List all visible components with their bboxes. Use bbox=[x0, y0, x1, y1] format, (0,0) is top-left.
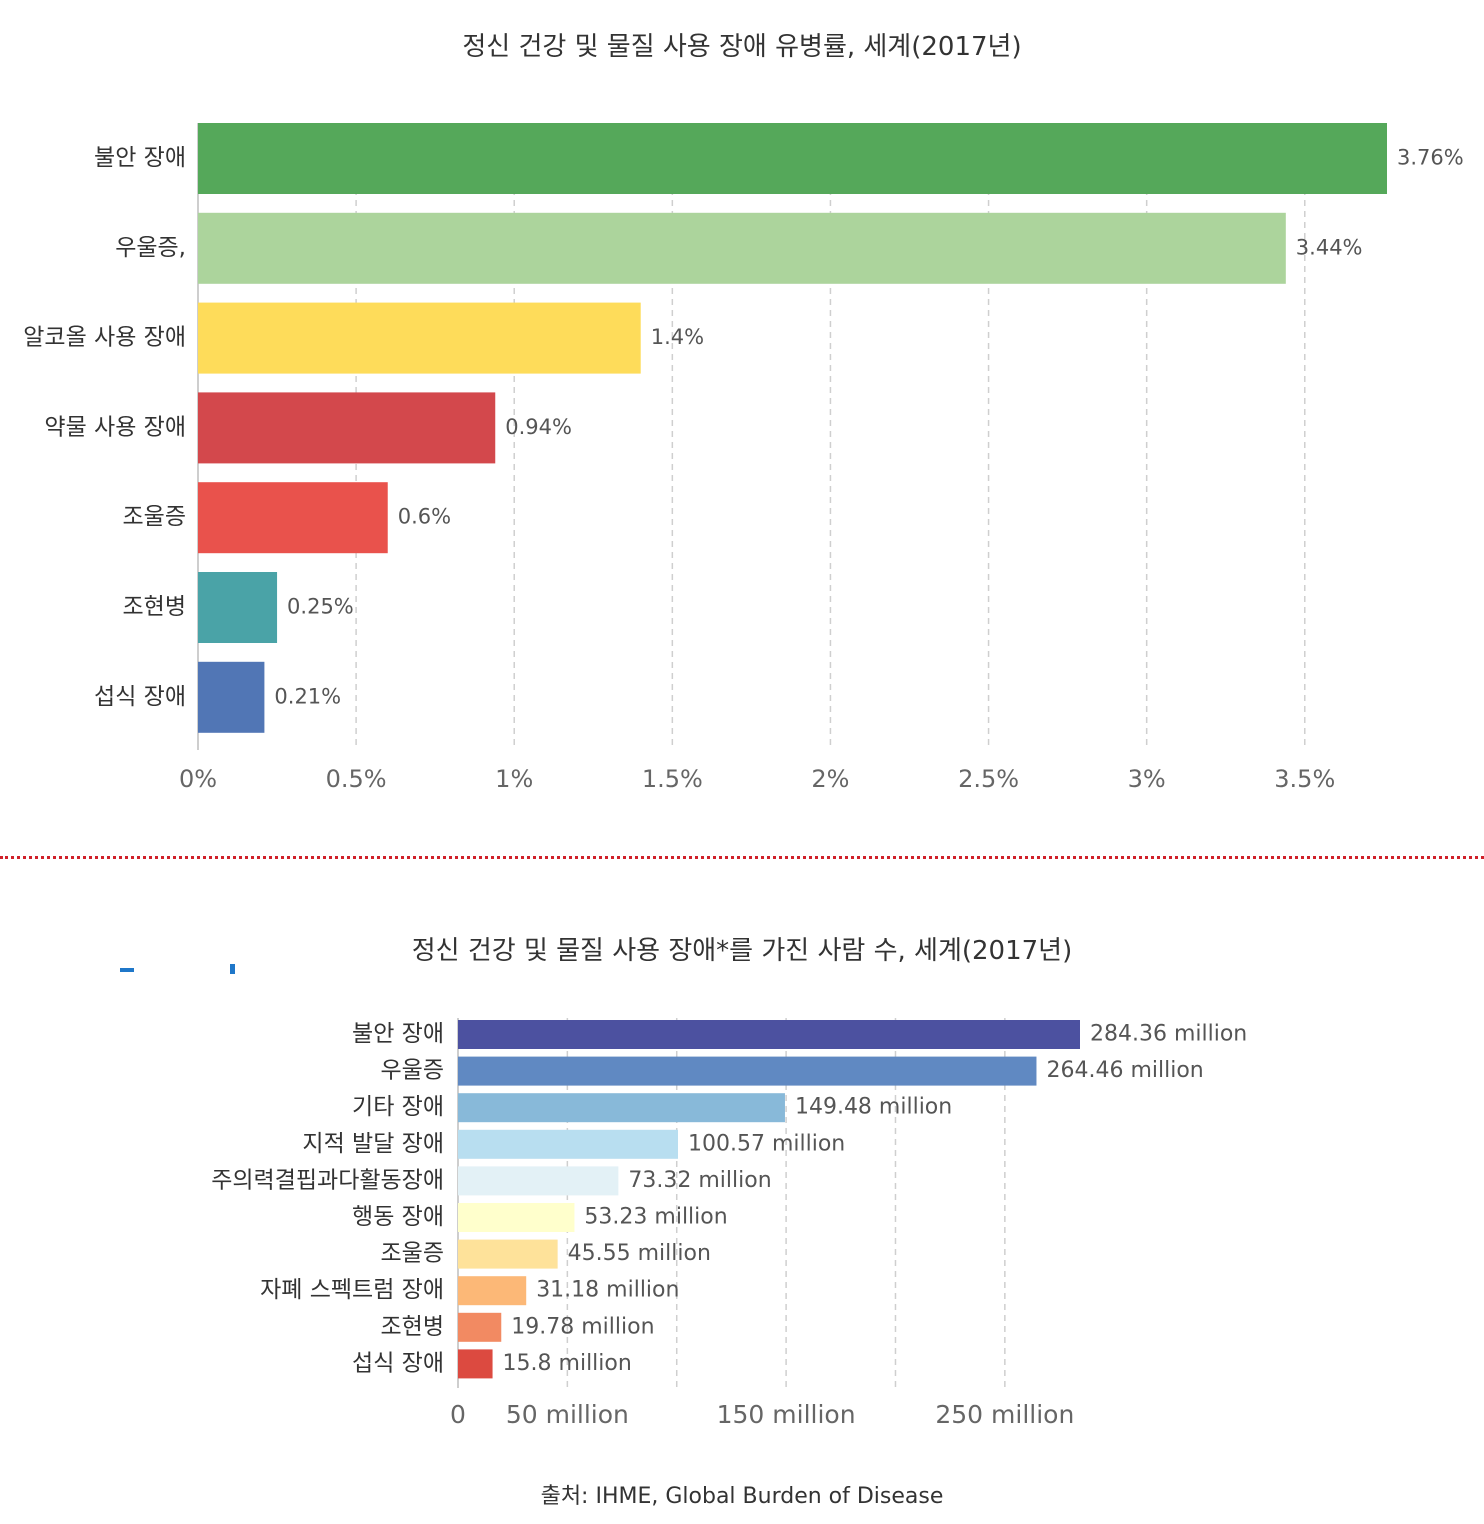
x-tick-label: 2% bbox=[811, 765, 849, 793]
bar bbox=[458, 1203, 575, 1232]
bar bbox=[458, 1276, 527, 1306]
bar bbox=[458, 1239, 558, 1269]
bar bbox=[198, 661, 265, 733]
data-label: 31.18 million bbox=[536, 1278, 679, 1303]
x-tick-label: 3% bbox=[1128, 765, 1166, 793]
cropped-text-remnant bbox=[120, 964, 235, 974]
x-tick-label: 0.5% bbox=[326, 765, 387, 793]
bar bbox=[458, 1056, 1037, 1086]
category-label: 우울증, bbox=[115, 235, 186, 261]
data-label: 264.46 million bbox=[1046, 1058, 1203, 1083]
category-label: 약물 사용 장애 bbox=[44, 414, 186, 440]
prevalence-chart: 불안 장애 3.76% 우울증, 3.44% 알코올 사용 장애 1.4% 약물 사용 장애… bbox=[23, 123, 1464, 793]
category-label: 자폐 스펙트럼 장애 bbox=[260, 1277, 444, 1303]
data-label: 0.94% bbox=[505, 415, 572, 439]
section-divider bbox=[0, 856, 1484, 859]
x-tick-label: 0% bbox=[179, 765, 217, 793]
category-label: 섭식 장애 bbox=[94, 684, 186, 710]
data-label: 0.6% bbox=[398, 505, 451, 529]
bar bbox=[458, 1129, 678, 1159]
bar bbox=[198, 572, 278, 643]
data-label: 45.55 million bbox=[568, 1241, 711, 1266]
source-note: 출처: IHME, Global Burden of Disease bbox=[540, 1484, 944, 1509]
category-label: 알코올 사용 장애 bbox=[23, 325, 186, 351]
bar bbox=[198, 392, 496, 464]
data-label: 284.36 million bbox=[1090, 1022, 1247, 1047]
bar bbox=[458, 1020, 1080, 1049]
x-tick-label: 1.5% bbox=[642, 765, 703, 793]
bar bbox=[458, 1349, 493, 1379]
data-label: 3.76% bbox=[1397, 146, 1464, 170]
data-label: 0.21% bbox=[274, 684, 341, 708]
data-label: 53.23 million bbox=[584, 1205, 727, 1230]
x-tick-label: 50 million bbox=[506, 1400, 629, 1429]
data-label: 73.32 million bbox=[628, 1168, 771, 1193]
category-label: 섭식 장애 bbox=[352, 1350, 444, 1376]
chart-2-title: 정신 건강 및 물질 사용 장애*를 가진 사람 수, 세계(2017년) bbox=[411, 936, 1073, 966]
category-label: 조현병 bbox=[123, 594, 186, 620]
data-label: 0.25% bbox=[287, 595, 354, 619]
category-label: 조울증 bbox=[123, 504, 186, 530]
x-tick-label: 150 million bbox=[717, 1400, 856, 1429]
data-label: 19.78 million bbox=[511, 1314, 654, 1339]
category-label: 기타 장애 bbox=[352, 1094, 444, 1120]
people-count-chart: 불안 장애 284.36 million 우울증 264.46 million 기타 장… bbox=[211, 1018, 1247, 1429]
bar bbox=[198, 212, 1286, 284]
bar bbox=[198, 302, 641, 374]
chart-1-title: 정신 건강 및 물질 사용 장애 유병률, 세계(2017년) bbox=[462, 32, 1022, 62]
bar bbox=[458, 1093, 785, 1123]
bar bbox=[198, 482, 388, 554]
category-label: 주의력결핍과다활동장애 bbox=[211, 1167, 444, 1193]
x-tick-label: 0 bbox=[450, 1400, 466, 1429]
data-label: 15.8 million bbox=[503, 1351, 632, 1376]
category-label: 행동 장애 bbox=[352, 1204, 444, 1230]
bar bbox=[198, 123, 1387, 194]
data-label: 100.57 million bbox=[688, 1131, 845, 1156]
data-label: 149.48 million bbox=[795, 1095, 952, 1120]
data-label: 3.44% bbox=[1296, 235, 1363, 259]
category-label: 불안 장애 bbox=[94, 145, 186, 171]
x-tick-label: 3.5% bbox=[1274, 765, 1335, 793]
category-label: 우울증 bbox=[381, 1058, 444, 1084]
x-tick-label: 1% bbox=[495, 765, 533, 793]
category-label: 조현병 bbox=[381, 1314, 444, 1340]
x-tick-label: 2.5% bbox=[958, 765, 1019, 793]
bar bbox=[458, 1312, 502, 1342]
bar bbox=[458, 1166, 619, 1196]
x-tick-label: 250 million bbox=[935, 1400, 1074, 1429]
category-label: 지적 발달 장애 bbox=[302, 1131, 444, 1157]
data-label: 1.4% bbox=[651, 325, 704, 349]
category-label: 조울증 bbox=[381, 1241, 444, 1267]
category-label: 불안 장애 bbox=[352, 1021, 444, 1047]
